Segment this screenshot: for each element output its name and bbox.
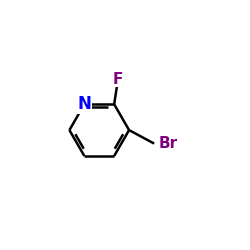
Text: N: N: [78, 95, 91, 113]
Text: Br: Br: [159, 136, 178, 151]
Text: F: F: [113, 72, 123, 87]
